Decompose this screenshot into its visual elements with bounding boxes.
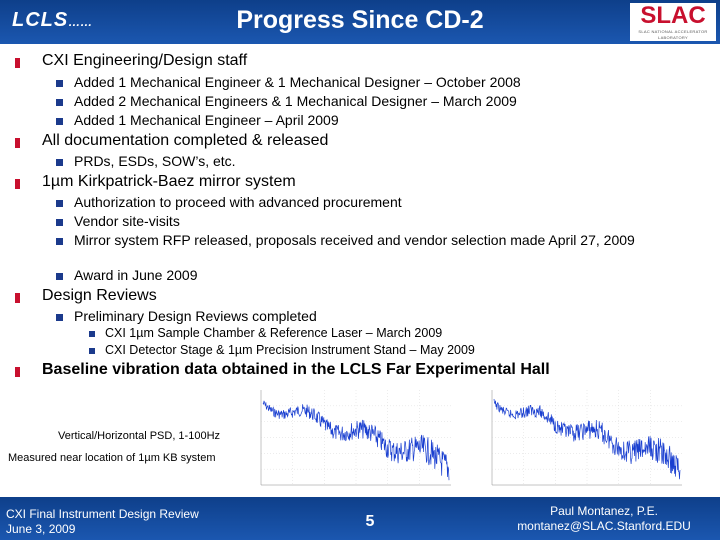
lcls-logo: LCLS…… xyxy=(12,9,93,31)
plot-grid xyxy=(492,390,682,485)
bullet-item: Added 2 Mechanical Engineers & 1 Mechani… xyxy=(56,92,694,110)
bullet-item: Added 1 Mechanical Engineer – April 2009 xyxy=(56,111,694,129)
chart-caption: Vertical/Horizontal PSD, 1-100Hz xyxy=(58,430,221,442)
psd-trace xyxy=(262,400,450,481)
footer-author: Paul Montanez, P.E. montanez@SLAC.Stanfo… xyxy=(494,504,714,534)
bullet-heading: CXI Engineering/Design staff xyxy=(14,52,248,69)
slide-title: Progress Since CD-2 xyxy=(236,6,484,34)
bullet-item: Authorization to proceed with advanced p… xyxy=(56,193,694,211)
slide-footer: CXI Final Instrument Design Review June … xyxy=(0,497,720,540)
psd-plot-horizontal xyxy=(478,385,686,493)
bullet-heading: Design Reviews xyxy=(15,287,157,304)
bullet-item: Award in June 2009 xyxy=(56,266,694,284)
bullet-subitem: CXI Detector Stage & 1µm Precision Instr… xyxy=(89,343,475,357)
bullet-subitem: CXI 1µm Sample Chamber & Reference Laser… xyxy=(88,326,443,340)
bullet-item: Vendor site-visits xyxy=(56,212,694,230)
author-name: Paul Montanez, P.E. xyxy=(550,504,658,518)
footer-event-title: CXI Final Instrument Design Review xyxy=(6,507,199,521)
psd-trace xyxy=(493,399,681,480)
bullet-item: PRDs, ESDs, SOW’s, etc. xyxy=(56,152,694,170)
chart-caption: Measured near location of 1µm KB system xyxy=(8,452,216,464)
bullet-item: Preliminary Design Reviews completed xyxy=(56,307,694,325)
vibration-data-area: Vertical/Horizontal PSD, 1-100Hz Measure… xyxy=(0,385,720,497)
footer-event-date: June 3, 2009 xyxy=(6,522,76,536)
plot-grid xyxy=(261,390,451,485)
bullet-heading: 1µm Kirkpatrick-Baez mirror system xyxy=(15,173,296,190)
slide-header: LCLS…… Progress Since CD-2 SLAC SLAC NAT… xyxy=(0,0,720,44)
psd-plot-vertical xyxy=(247,385,455,493)
bullet-heading: All documentation completed & released xyxy=(14,132,329,149)
bullet-heading: Baseline vibration data obtained in the … xyxy=(15,361,550,378)
bullet-item: Added 1 Mechanical Engineer & 1 Mechanic… xyxy=(56,73,694,91)
slac-logo: SLAC SLAC NATIONAL ACCELERATOR LABORATOR… xyxy=(630,3,716,41)
bullet-item: Mirror system RFP released, proposals re… xyxy=(56,231,694,249)
footer-event: CXI Final Instrument Design Review June … xyxy=(6,507,199,537)
page-number: 5 xyxy=(365,513,375,530)
author-email[interactable]: montanez@SLAC.Stanford.EDU xyxy=(517,519,691,533)
